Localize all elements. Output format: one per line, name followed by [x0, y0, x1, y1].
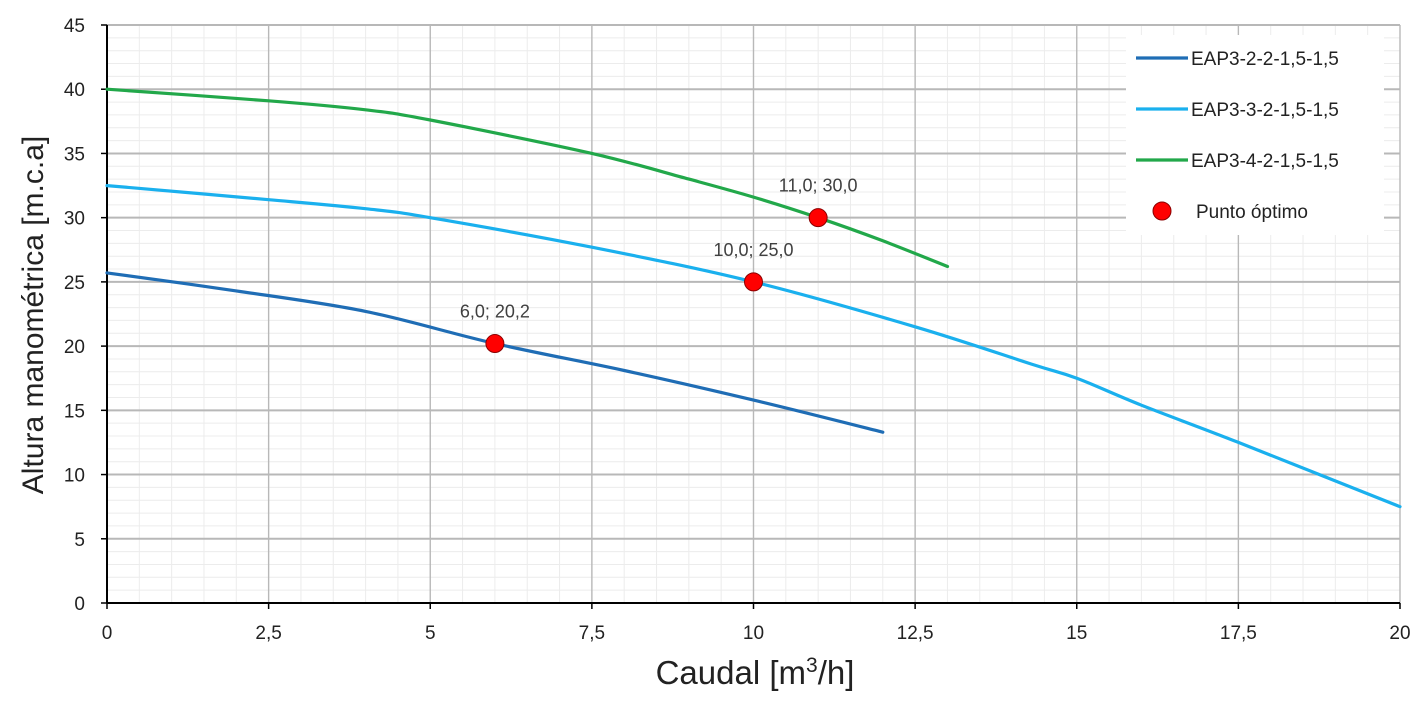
- legend-label: EAP3-3-2-1,5-1,5: [1191, 100, 1339, 121]
- y-tick-label: 40: [64, 80, 85, 101]
- x-tick-label: 20: [1389, 623, 1410, 644]
- y-tick-label: 0: [74, 594, 85, 615]
- legend: EAP3-2-2-1,5-1,5 EAP3-3-2-1,5-1,5 EAP3-4-2…: [1126, 35, 1384, 235]
- y-tick-label: 15: [64, 401, 85, 422]
- optimum-point-marker: [808, 208, 828, 228]
- y-tick-label: 30: [64, 209, 85, 230]
- x-tick-label: 2,5: [255, 623, 281, 644]
- y-tick-label: 35: [64, 144, 85, 165]
- y-axis-ticks: 0 5 10 15 20 25 30 35 40 45: [64, 16, 107, 615]
- optimum-point-marker: [485, 334, 505, 354]
- x-tick-label: 17,5: [1220, 623, 1257, 644]
- x-tick-label: 10: [743, 623, 764, 644]
- x-tick-label: 15: [1066, 623, 1087, 644]
- x-axis-title-tail: /h]: [818, 654, 855, 691]
- legend-label: EAP3-4-2-1,5-1,5: [1191, 151, 1339, 172]
- x-axis-ticks: 0 2,5 5 7,5 10 12,5 15 17,5 20: [102, 603, 1411, 644]
- y-tick-label: 45: [64, 16, 85, 37]
- legend-box: [1126, 35, 1384, 235]
- x-tick-label: 7,5: [579, 623, 605, 644]
- optimum-point-label: 6,0; 20,2: [460, 302, 530, 322]
- series-line: [105, 87, 950, 269]
- x-axis-title-superscript: 3: [806, 654, 818, 677]
- legend-label: EAP3-2-2-1,5-1,5: [1191, 49, 1339, 70]
- y-tick-label: 10: [64, 466, 85, 487]
- y-tick-label: 5: [74, 530, 85, 551]
- y-axis-title: Altura manométrica [m.c.a]: [17, 136, 50, 494]
- x-axis-title: Caudal [m3/h]: [656, 654, 855, 691]
- legend-label: Punto óptimo: [1196, 202, 1308, 223]
- series-line: [105, 184, 1402, 509]
- optimum-point-label: 10,0; 25,0: [713, 240, 793, 260]
- legend-marker: [1152, 201, 1172, 221]
- optimum-point-label: 11,0; 30,0: [779, 176, 858, 196]
- y-tick-label: 20: [64, 337, 85, 358]
- x-axis-title-main: Caudal [m: [656, 654, 806, 691]
- optimum-points: 6,0; 20,2 10,0; 25,0 11,0; 30,0: [460, 176, 858, 354]
- x-tick-label: 0: [102, 623, 113, 644]
- optimum-point-marker: [744, 272, 763, 292]
- x-tick-label: 12,5: [897, 623, 934, 644]
- x-tick-label: 5: [425, 623, 436, 644]
- y-tick-label: 25: [64, 273, 85, 294]
